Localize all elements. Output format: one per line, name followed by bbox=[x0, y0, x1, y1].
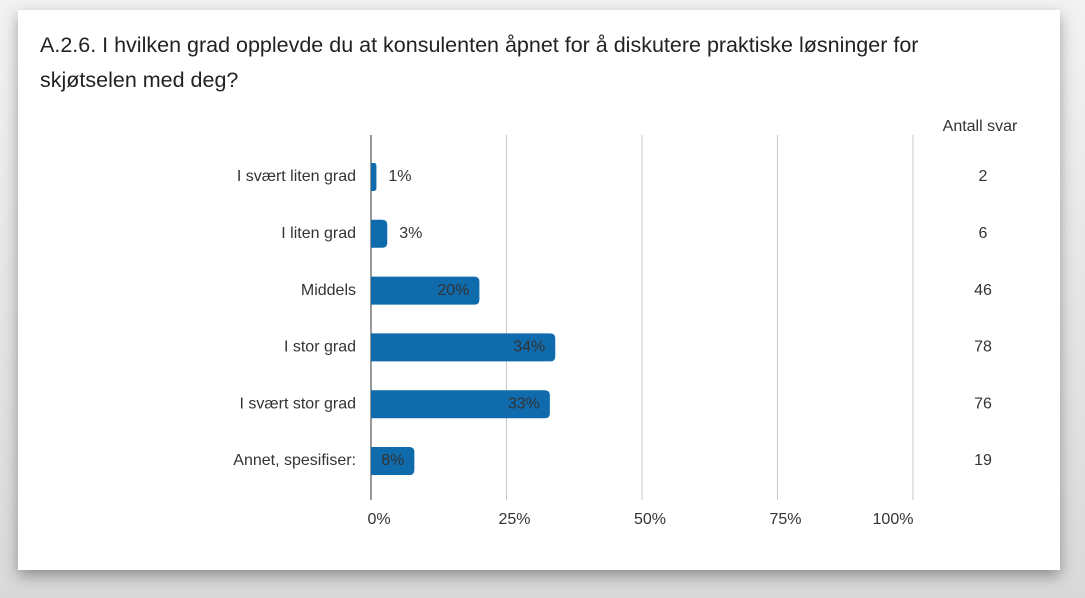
x-tick-label: 100% bbox=[873, 511, 914, 528]
data-label: 8% bbox=[381, 452, 404, 469]
x-tick-label: 0% bbox=[367, 511, 390, 528]
bar bbox=[371, 333, 556, 362]
count: 2 bbox=[979, 168, 988, 185]
count: 78 bbox=[974, 339, 992, 356]
y-tick-label: I svært stor grad bbox=[240, 395, 356, 412]
card: A.2.6. I hvilken grad opplevde du at kon… bbox=[18, 10, 1060, 570]
count: 76 bbox=[974, 395, 992, 412]
chart-title: A.2.6. I hvilken grad opplevde du at kon… bbox=[40, 33, 919, 92]
bar bbox=[371, 219, 388, 248]
data-label: 33% bbox=[508, 395, 540, 412]
x-tick-label: 75% bbox=[769, 511, 801, 528]
data-label: 3% bbox=[399, 225, 422, 242]
bar bbox=[371, 163, 377, 191]
y-tick-label: Annet, spesifiser: bbox=[233, 452, 356, 469]
x-tick-label: 50% bbox=[634, 511, 666, 528]
count: 6 bbox=[979, 225, 988, 242]
count: 19 bbox=[974, 452, 992, 469]
y-tick-label: I svært liten grad bbox=[237, 168, 356, 185]
count: 46 bbox=[974, 282, 992, 299]
y-tick-label: Middels bbox=[301, 282, 356, 299]
count-header: Antall svar bbox=[943, 118, 1018, 135]
y-tick-label: I liten grad bbox=[281, 225, 356, 242]
data-label: 34% bbox=[513, 339, 545, 356]
bar bbox=[371, 447, 415, 475]
bar bbox=[371, 390, 550, 419]
bar bbox=[371, 276, 480, 305]
data-label: 1% bbox=[388, 168, 411, 185]
data-label: 20% bbox=[437, 282, 469, 299]
x-tick-label: 25% bbox=[498, 511, 530, 528]
y-tick-label: I stor grad bbox=[284, 339, 356, 356]
